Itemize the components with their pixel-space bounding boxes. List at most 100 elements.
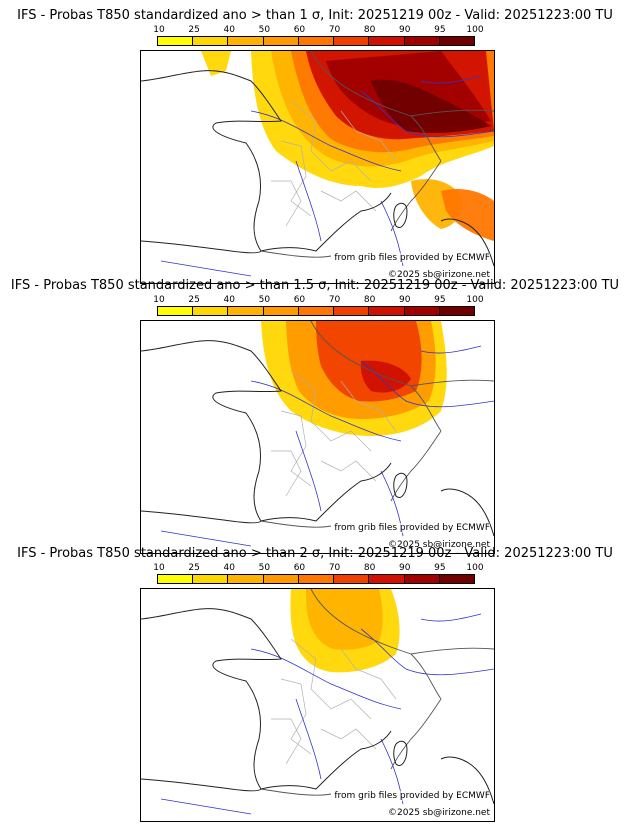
colorbar-tick-label: 10 (153, 295, 165, 305)
colorbar-tick-label: 10 (153, 563, 165, 573)
colorbar-tick-label: 80 (363, 563, 376, 573)
river (360, 628, 494, 676)
country-border (260, 520, 332, 528)
river (160, 530, 252, 547)
colorbar-tick-label: 95 (434, 25, 446, 35)
river (360, 360, 494, 408)
map-canvas (141, 51, 494, 277)
colorbar-segment (439, 575, 474, 583)
colorbar-tick-label: 40 (223, 295, 235, 305)
admin-border (280, 410, 312, 487)
colorbar-tick-label: 100 (466, 563, 484, 573)
panel-1: IFS - Probas T850 standardized ano > tha… (0, 8, 630, 284)
river (360, 90, 494, 138)
admin-border (320, 728, 377, 750)
panel-title: IFS - Probas T850 standardized ano > tha… (17, 546, 613, 561)
river (295, 430, 322, 512)
colorbar (157, 574, 475, 584)
colorbar-segment (298, 575, 335, 583)
country-border (390, 160, 442, 232)
coastline (141, 510, 262, 524)
coastline (141, 70, 392, 252)
colorbar (157, 36, 475, 46)
colorbar-segment (404, 575, 440, 583)
colorbar-segment (263, 575, 299, 583)
country-border (410, 379, 494, 387)
colorbar-segment (369, 575, 405, 583)
colorbar-tick-label: 10 (153, 25, 165, 35)
colorbar-tick-label: 60 (293, 25, 306, 35)
colorbar-tick-label: 40 (223, 563, 235, 573)
colorbar-tick-label: 80 (363, 295, 376, 305)
admin-border (271, 718, 302, 765)
colorbar-tick-label: 70 (328, 563, 341, 573)
probability-map: from grib files provided by ECMWF ©2025 … (140, 320, 495, 554)
map-canvas (141, 321, 494, 547)
colorbar-tick-label: 90 (399, 295, 411, 305)
country-border (310, 321, 442, 432)
colorbar-tick-labels: 10 25 40 50 60 70 80 90 95 100 (153, 25, 483, 35)
coastline (141, 340, 392, 522)
colorbar-tick-labels: 10 25 40 50 60 70 80 90 95 100 (153, 295, 483, 305)
river (160, 260, 252, 277)
admin-border (271, 180, 302, 227)
colorbar-tick-label: 100 (466, 295, 484, 305)
river (250, 648, 402, 710)
river (420, 613, 482, 622)
colorbar-tick-label: 95 (434, 563, 446, 573)
country-border (410, 109, 494, 117)
italy-coastline (440, 218, 494, 267)
admin-border (290, 100, 372, 182)
country-border (410, 647, 494, 655)
coastline (141, 778, 262, 792)
probability-area (201, 51, 231, 76)
map-canvas (141, 589, 494, 815)
river (160, 798, 252, 815)
copyright: ©2025 sb@irizone.net (388, 540, 490, 550)
colorbar-segment (334, 575, 370, 583)
panel-2: IFS - Probas T850 standardized ano > tha… (0, 278, 630, 554)
colorbar-segment (369, 37, 405, 45)
colorbar-tick-label: 60 (293, 295, 306, 305)
colorbar (157, 306, 475, 316)
probability-map: from grib files provided by ECMWF ©2025 … (140, 50, 495, 284)
probability-area (306, 589, 383, 650)
colorbar-segment (298, 37, 335, 45)
colorbar-segment (404, 37, 440, 45)
country-border (260, 250, 332, 258)
country-border (310, 51, 442, 162)
colorbar-tick-label: 90 (399, 25, 411, 35)
colorbar-tick-label: 50 (258, 295, 271, 305)
colorbar-segment (228, 307, 264, 315)
admin-border (320, 460, 377, 482)
admin-border (340, 380, 397, 432)
admin-border (280, 678, 312, 755)
country-border (390, 698, 442, 770)
source-credit: from grib files provided by ECMWF (334, 523, 490, 533)
admin-border (340, 648, 397, 700)
admin-border (290, 638, 372, 720)
corsica-coastline (393, 740, 408, 766)
colorbar-segment (334, 307, 370, 315)
colorbar-tick-labels: 10 25 40 50 60 70 80 90 95 100 (153, 563, 483, 573)
italy-coastline (440, 756, 494, 805)
colorbar-segment (228, 37, 264, 45)
corsica-coastline (393, 472, 408, 498)
colorbar-segment (404, 307, 440, 315)
admin-border (271, 450, 302, 497)
country-border (390, 430, 442, 502)
river (420, 345, 482, 354)
colorbar-tick-label: 90 (399, 563, 411, 573)
colorbar-segment (228, 575, 264, 583)
italy-coastline (440, 488, 494, 537)
coastline (141, 240, 262, 254)
colorbar-tick-label: 100 (466, 25, 484, 35)
admin-border (290, 370, 372, 452)
colorbar-segment (158, 575, 194, 583)
colorbar-tick-label: 70 (328, 25, 341, 35)
river (420, 75, 482, 84)
probability-area (441, 189, 494, 241)
colorbar-segment (193, 575, 229, 583)
colorbar-segment (193, 307, 229, 315)
colorbar-tick-label: 25 (188, 563, 200, 573)
